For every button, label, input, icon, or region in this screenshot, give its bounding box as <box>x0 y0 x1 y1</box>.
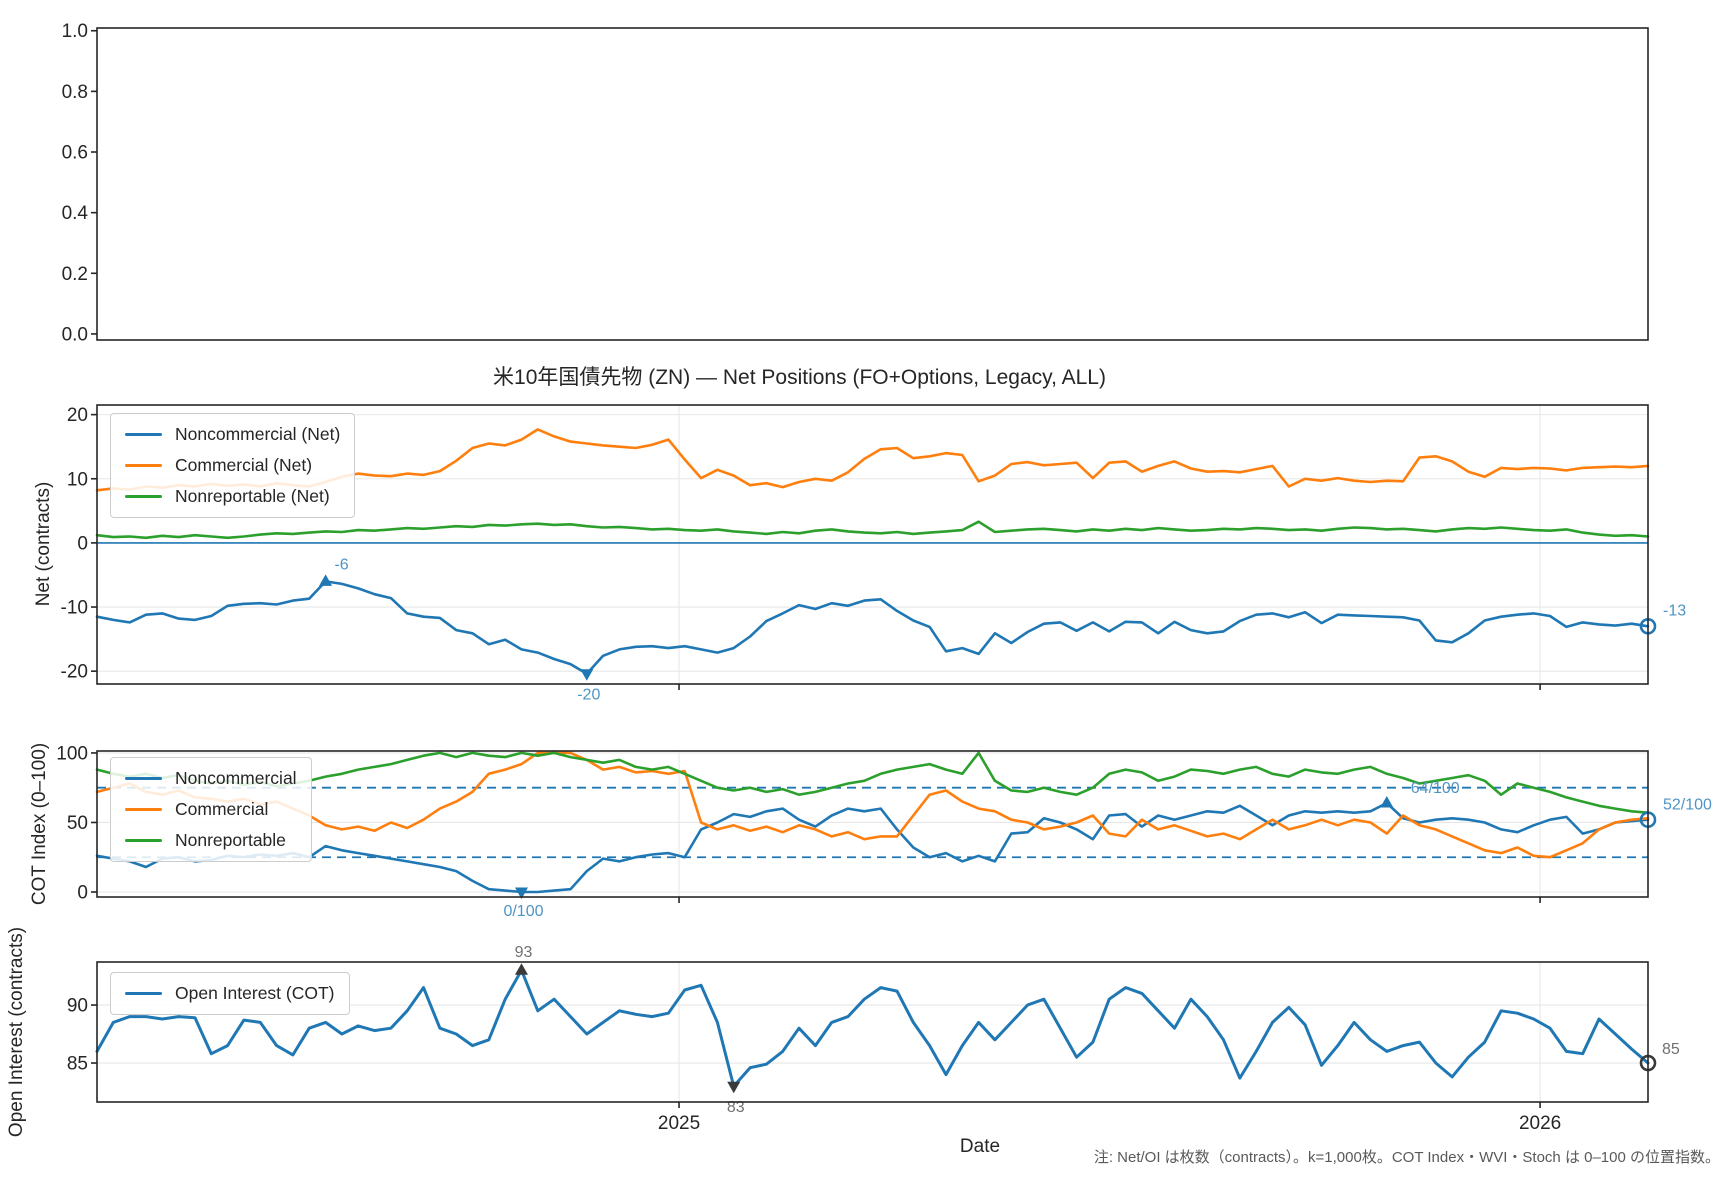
annotation-label: 0/100 <box>503 903 543 920</box>
legend-cot-index: Noncommercial Commercial Nonreportable <box>110 757 312 862</box>
marker-triangle-down <box>514 887 528 899</box>
ylabel-cot-index: COT Index (0–100) <box>29 742 50 906</box>
legend-item: Nonreportable <box>125 830 297 851</box>
annotation-label: -20 <box>577 687 600 704</box>
series-line-noncommercial-net <box>95 580 1650 676</box>
y-tick-label: 90 <box>67 996 88 1017</box>
legend-label: Open Interest (COT) <box>175 983 335 1003</box>
y-tick-label: 0.0 <box>62 324 88 345</box>
y-tick-label: -20 <box>61 662 88 683</box>
series-line-nonreportable <box>95 751 1650 815</box>
axes-spine <box>96 750 1649 898</box>
y-tick-label: 0.6 <box>62 143 88 164</box>
legend-line-swatch-nonreportable <box>125 838 162 843</box>
ylabel-net: Net (contracts) <box>33 481 54 607</box>
legend-net: Noncommercial (Net) Commercial (Net) Non… <box>110 413 356 518</box>
chart-title: 米10年国債先物 (ZN) — Net Positions (FO+Option… <box>493 366 1106 389</box>
series-line-nonreportable-net <box>95 520 1650 540</box>
legend-line-swatch-open-interest <box>125 991 162 996</box>
y-tick-label: 0.8 <box>62 82 88 103</box>
marker-triangle-up <box>1380 796 1394 808</box>
legend-open-interest: Open Interest (COT) <box>110 972 350 1015</box>
y-tick-label: 0.2 <box>62 264 88 285</box>
legend-label: Commercial <box>175 799 269 819</box>
legend-label: Nonreportable (Net) <box>175 486 330 506</box>
footnote: 注: Net/OI は枚数（contracts）。k=1,000枚。COT In… <box>1093 1149 1720 1166</box>
legend-line-swatch-noncommercial <box>125 432 162 437</box>
series-line-commercial <box>95 751 1650 859</box>
legend-item: Open Interest (COT) <box>125 983 335 1004</box>
x-tick-label: 2025 <box>658 1113 700 1134</box>
annotation-label: 83 <box>727 1099 745 1116</box>
y-tick-label: 0.4 <box>62 203 89 224</box>
legend-item: Commercial <box>125 799 297 820</box>
legend-label: Nonreportable <box>175 830 286 850</box>
y-tick-label: 20 <box>67 405 88 426</box>
legend-line-swatch-commercial <box>125 463 162 468</box>
axes-spine <box>96 27 1649 341</box>
annotation-label: -13 <box>1663 602 1686 619</box>
annotation-label: 64/100 <box>1411 780 1460 797</box>
y-tick-label: 100 <box>56 743 88 764</box>
annotation-label: -6 <box>334 556 348 573</box>
series-line-open-interest-cot <box>95 968 1650 1088</box>
y-tick-label: 50 <box>67 813 88 834</box>
annotation-label: 93 <box>515 944 533 961</box>
series-line-noncommercial <box>95 801 1650 894</box>
ylabel-open-interest: Open Interest (contracts) <box>6 926 27 1138</box>
marker-triangle-down <box>580 669 594 681</box>
legend-line-swatch-noncommercial <box>125 776 162 781</box>
legend-item: Commercial (Net) <box>125 455 340 476</box>
legend-label: Noncommercial (Net) <box>175 424 341 444</box>
legend-item: Noncommercial (Net) <box>125 424 340 445</box>
y-tick-label: 85 <box>67 1054 88 1075</box>
axes-spine <box>96 961 1649 1103</box>
legend-label: Commercial (Net) <box>175 455 313 475</box>
annotation-label: 85 <box>1662 1041 1680 1058</box>
marker-triangle-down <box>727 1081 741 1094</box>
y-tick-label: 0 <box>77 533 88 554</box>
legend-item: Noncommercial <box>125 768 297 789</box>
annotation-label: 52/100 <box>1663 797 1712 814</box>
series-line-commercial-net <box>95 428 1650 492</box>
legend-item: Nonreportable (Net) <box>125 486 340 507</box>
legend-line-swatch-commercial <box>125 807 162 812</box>
legend-line-swatch-nonreportable <box>125 494 162 499</box>
marker-triangle-up <box>319 574 333 586</box>
y-tick-label: -10 <box>61 598 88 619</box>
legend-label: Noncommercial <box>175 768 297 788</box>
y-tick-label: 0 <box>77 882 88 903</box>
marker-triangle-up <box>514 963 528 975</box>
axes-spine <box>96 404 1649 685</box>
y-tick-label: 1.0 <box>62 21 88 42</box>
x-tick-label: 2026 <box>1519 1113 1561 1134</box>
xlabel-date: Date <box>959 1136 1001 1157</box>
y-tick-label: 10 <box>67 469 88 490</box>
